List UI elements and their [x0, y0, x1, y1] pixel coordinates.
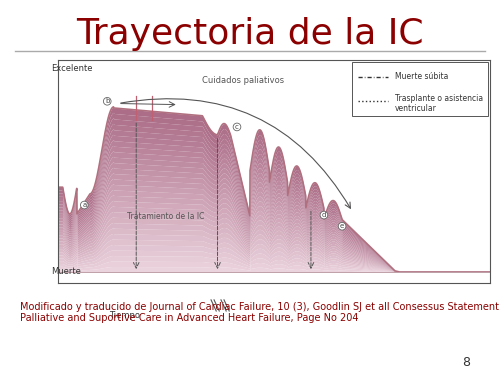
Text: d: d	[322, 212, 326, 218]
Text: Tratamiento de la IC: Tratamiento de la IC	[127, 211, 204, 220]
Text: b: b	[105, 98, 110, 104]
FancyBboxPatch shape	[352, 62, 488, 116]
Text: Cuidados paliativos: Cuidados paliativos	[202, 76, 284, 85]
Text: Modificado y traducido de Journal of Cardiac Failure, 10 (3), Goodlin SJ et all : Modificado y traducido de Journal of Car…	[20, 302, 500, 324]
Text: Trasplante o asistencia
ventricular: Trasplante o asistencia ventricular	[395, 94, 483, 113]
Text: Excelente: Excelente	[51, 64, 92, 74]
Text: Muerte súbita: Muerte súbita	[395, 72, 448, 81]
Text: c: c	[235, 124, 239, 130]
Text: Trayectoria de la IC: Trayectoria de la IC	[76, 17, 424, 51]
Text: 8: 8	[462, 356, 470, 369]
Text: a: a	[82, 202, 86, 208]
Text: e: e	[340, 223, 344, 229]
Text: Tiempo: Tiempo	[110, 311, 140, 320]
Text: Muerte: Muerte	[51, 267, 81, 276]
